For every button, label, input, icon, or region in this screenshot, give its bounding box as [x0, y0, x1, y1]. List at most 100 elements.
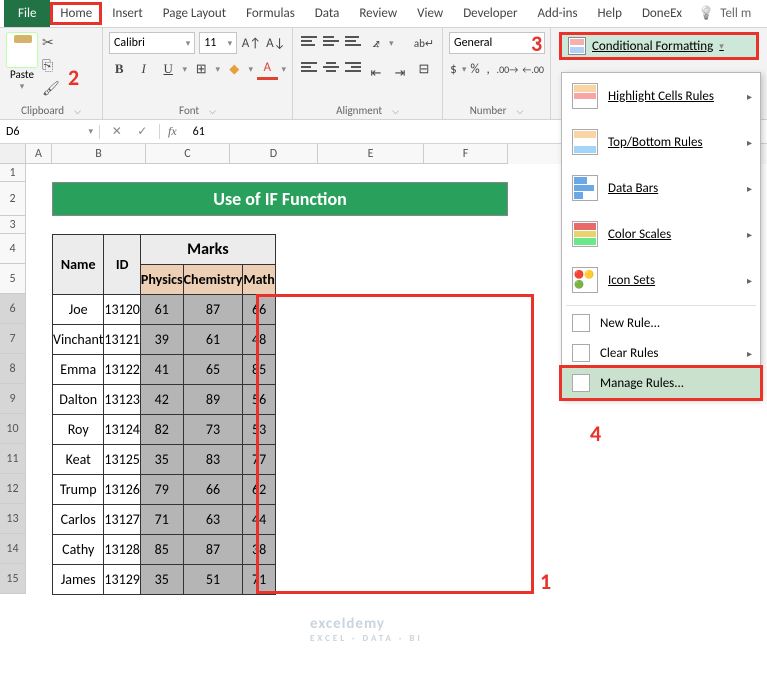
cell-math[interactable]: 85: [243, 355, 275, 385]
orientation-button[interactable]: ⦨: [365, 32, 387, 54]
italic-button[interactable]: I: [133, 58, 153, 80]
cell-chemistry[interactable]: 87: [183, 535, 243, 565]
bold-button[interactable]: B: [109, 58, 129, 80]
cell-math[interactable]: 77: [243, 445, 275, 475]
cell-name[interactable]: Roy: [53, 415, 104, 445]
cell-math[interactable]: 48: [243, 325, 275, 355]
cancel-formula-button[interactable]: ✕: [112, 124, 122, 139]
data-tab[interactable]: Data: [305, 2, 350, 25]
donex-tab[interactable]: DoneEx: [632, 2, 692, 25]
increase-font-button[interactable]: A↑: [241, 32, 261, 54]
col-header-B[interactable]: B: [52, 144, 146, 164]
border-button[interactable]: ⊞: [191, 58, 211, 80]
fill-color-button[interactable]: ◆: [224, 58, 244, 80]
col-header-D[interactable]: D: [230, 144, 318, 164]
cf-new-rule-item[interactable]: New Rule...: [562, 308, 760, 338]
accounting-format-button[interactable]: $: [449, 58, 458, 80]
cell-id[interactable]: 13122: [104, 355, 140, 385]
row-header[interactable]: 7: [0, 324, 26, 354]
cf-data-bars-item[interactable]: Data Bars ▸: [562, 165, 760, 211]
cell-physics[interactable]: 71: [140, 505, 183, 535]
review-tab[interactable]: Review: [349, 2, 407, 25]
cf-highlight-cells-item[interactable]: Highlight Cells Rules ▸: [562, 73, 760, 119]
cell-physics[interactable]: 35: [140, 565, 183, 595]
cell-chemistry[interactable]: 51: [183, 565, 243, 595]
name-box[interactable]: D6▾: [0, 125, 100, 139]
cell-physics[interactable]: 79: [140, 475, 183, 505]
cf-manage-rules-item[interactable]: Manage Rules...: [559, 365, 763, 401]
enter-formula-button[interactable]: ✓: [137, 124, 147, 139]
cut-button[interactable]: ✂: [42, 34, 60, 51]
row-header[interactable]: 11: [0, 444, 26, 474]
formulas-tab[interactable]: Formulas: [236, 2, 305, 25]
add-ins-tab[interactable]: Add-ins: [527, 2, 587, 25]
cell-chemistry[interactable]: 83: [183, 445, 243, 475]
cf-top-bottom-item[interactable]: Top/Bottom Rules ▸: [562, 119, 760, 165]
cell-physics[interactable]: 42: [140, 385, 183, 415]
cell-physics[interactable]: 61: [140, 295, 183, 325]
cell-name[interactable]: Dalton: [53, 385, 104, 415]
cell-chemistry[interactable]: 63: [183, 505, 243, 535]
row-header[interactable]: 13: [0, 504, 26, 534]
header-id[interactable]: ID: [104, 235, 140, 295]
cf-clear-rules-item[interactable]: Clear Rules ▸: [562, 338, 760, 368]
decrease-decimal-button[interactable]: ←.00: [522, 58, 544, 80]
cell-id[interactable]: 13128: [104, 535, 140, 565]
wrap-text-button[interactable]: ab↵: [413, 32, 435, 54]
cell-id[interactable]: 13124: [104, 415, 140, 445]
insert-tab[interactable]: Insert: [102, 2, 153, 25]
view-tab[interactable]: View: [407, 2, 453, 25]
row-header[interactable]: 15: [0, 564, 26, 594]
cf-color-scales-item[interactable]: Color Scales ▸: [562, 211, 760, 257]
cell-physics[interactable]: 39: [140, 325, 183, 355]
align-top-button[interactable]: [299, 32, 319, 50]
conditional-formatting-button[interactable]: Conditional Formatting ▾: [559, 32, 759, 60]
row-header[interactable]: 12: [0, 474, 26, 504]
help-tab[interactable]: Help: [588, 2, 632, 25]
increase-indent-button[interactable]: ⇥: [389, 62, 411, 84]
cell-math[interactable]: 66: [243, 295, 275, 325]
title-cell[interactable]: Use of IF Function: [52, 182, 508, 216]
row-header[interactable]: 6: [0, 294, 26, 324]
tell-me-search[interactable]: Tell m: [698, 6, 751, 21]
cell-id[interactable]: 13125: [104, 445, 140, 475]
cell-id[interactable]: 13121: [104, 325, 140, 355]
page-layout-tab[interactable]: Page Layout: [153, 2, 236, 25]
row-header[interactable]: 14: [0, 534, 26, 564]
cell-id[interactable]: 13126: [104, 475, 140, 505]
cell-math[interactable]: 71: [243, 565, 275, 595]
cell-name[interactable]: Emma: [53, 355, 104, 385]
decrease-indent-button[interactable]: ⇤: [365, 62, 387, 84]
cell-math[interactable]: 56: [243, 385, 275, 415]
row-header[interactable]: 10: [0, 414, 26, 444]
developer-tab[interactable]: Developer: [453, 2, 527, 25]
col-header-F[interactable]: F: [424, 144, 508, 164]
header-name[interactable]: Name: [53, 235, 104, 295]
cell-physics[interactable]: 82: [140, 415, 183, 445]
col-header-E[interactable]: E: [318, 144, 424, 164]
cell-name[interactable]: Keat: [53, 445, 104, 475]
cell-name[interactable]: Vinchant: [53, 325, 104, 355]
row-header[interactable]: 5: [0, 264, 26, 294]
cell-chemistry[interactable]: 66: [183, 475, 243, 505]
cell-name[interactable]: Carlos: [53, 505, 104, 535]
underline-button[interactable]: U: [158, 58, 178, 80]
cell-physics[interactable]: 85: [140, 535, 183, 565]
align-bottom-button[interactable]: [343, 32, 363, 50]
cf-icon-sets-item[interactable]: 🔴🟡🟢 Icon Sets ▸: [562, 257, 760, 303]
align-middle-button[interactable]: [321, 32, 341, 50]
cell-math[interactable]: 62: [243, 475, 275, 505]
merge-button[interactable]: ⊟: [413, 58, 435, 80]
increase-decimal-button[interactable]: .00→: [497, 58, 519, 80]
select-all-corner[interactable]: [0, 144, 26, 164]
header-physics[interactable]: Physics: [140, 265, 183, 295]
align-right-button[interactable]: [343, 58, 363, 76]
comma-button[interactable]: ,: [484, 58, 493, 80]
cell-physics[interactable]: 35: [140, 445, 183, 475]
row-header[interactable]: 3: [0, 216, 26, 234]
font-size-select[interactable]: 11▾: [199, 32, 237, 54]
row-header[interactable]: 1: [0, 164, 26, 182]
row-header[interactable]: 9: [0, 384, 26, 414]
align-center-button[interactable]: [321, 58, 341, 76]
fx-icon[interactable]: fx: [160, 124, 185, 139]
